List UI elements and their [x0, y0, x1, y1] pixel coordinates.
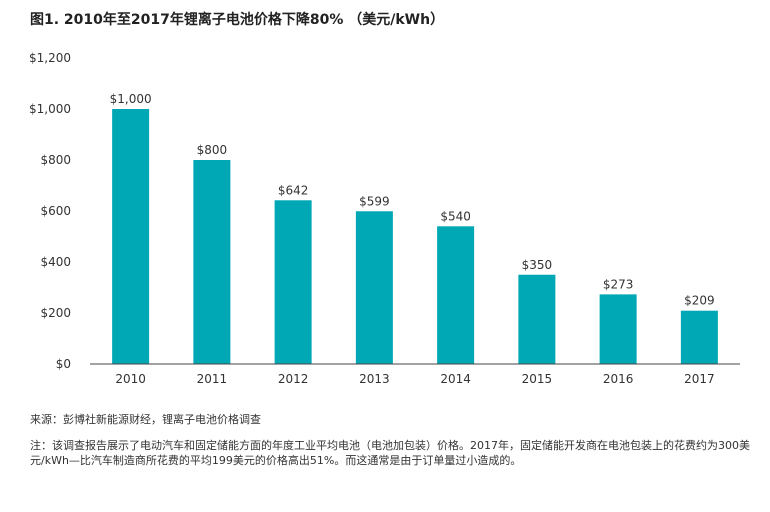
y-tick-label: $1,200	[29, 51, 71, 65]
x-tick-label: 2012	[278, 372, 309, 386]
x-tick-label: 2014	[440, 372, 471, 386]
y-tick-label: $1,000	[29, 102, 71, 116]
bar	[112, 109, 150, 364]
y-axis: $0 $200 $400 $600 $800 $1,000 $1,200	[29, 51, 71, 371]
bar	[274, 200, 312, 364]
data-label: $642	[278, 183, 309, 197]
x-tick-label: 2016	[603, 372, 634, 386]
data-label: $273	[603, 277, 634, 291]
bar	[355, 211, 393, 364]
bar	[599, 294, 637, 364]
bar	[680, 310, 718, 364]
y-tick-label: $0	[56, 357, 71, 371]
bar	[437, 226, 475, 364]
chart-title: 图1. 2010年至2017年锂离子电池价格下降80% （美元/kWh）	[30, 12, 445, 28]
source-note: 来源：彭博社新能源财经，锂离子电池价格调查	[30, 413, 261, 426]
x-axis: 2010 2011 2012 2013 2014 2015 2016 2017	[90, 363, 740, 386]
data-label: $209	[684, 294, 715, 308]
x-tick-label: 2011	[197, 372, 228, 386]
x-tick-label: 2013	[359, 372, 390, 386]
y-tick-label: $600	[40, 204, 71, 218]
bar-chart: $0 $200 $400 $600 $800 $1,000 $1,200 $1,000 $80…	[29, 51, 740, 386]
footnote: 注：该调查报告展示了电动汽车和固定储能方面的年度工业平均电池（电池加包装）价格。…	[30, 439, 750, 467]
bar	[193, 160, 231, 364]
data-label: $800	[197, 143, 228, 157]
data-label: $1,000	[110, 92, 152, 106]
y-tick-label: $400	[40, 255, 71, 269]
x-tick-label: 2017	[684, 372, 715, 386]
bar	[518, 274, 556, 364]
bar-series: $1,000 $800 $642 $599 $540 $350 $273 $209	[110, 92, 718, 364]
x-tick-label: 2015	[522, 372, 553, 386]
y-tick-label: $200	[40, 306, 71, 320]
data-label: $350	[522, 258, 553, 272]
y-tick-label: $800	[40, 153, 71, 167]
data-label: $540	[440, 209, 471, 223]
x-tick-label: 2010	[115, 372, 146, 386]
data-label: $599	[359, 194, 390, 208]
